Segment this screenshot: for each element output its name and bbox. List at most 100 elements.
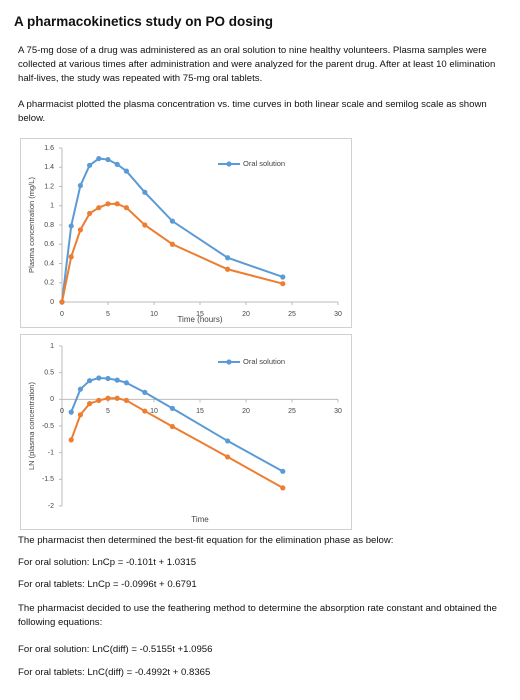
series-line — [61, 157, 284, 303]
y-tick-label: 1.2 — [44, 183, 54, 190]
paragraph: The pharmacist then determined the best-… — [18, 535, 394, 546]
series-line — [61, 202, 284, 303]
data-point — [225, 266, 231, 272]
data-point — [142, 389, 148, 395]
data-point — [105, 201, 111, 207]
data-point — [96, 397, 102, 403]
x-tick-label: 0 — [60, 311, 64, 318]
legend-label: Oral solution — [243, 159, 285, 168]
data-point — [280, 468, 286, 474]
y-tick-label: 1.4 — [44, 164, 54, 171]
x-tick-label: 10 — [150, 408, 158, 415]
title: A pharmacokinetics study on PO dosing — [14, 14, 274, 29]
data-point — [142, 222, 148, 228]
y-tick-label: 1.6 — [44, 145, 54, 152]
data-point — [123, 168, 129, 174]
paragraph: For oral solution: LnCp = -0.101t + 1.03… — [18, 557, 197, 568]
paragraph: A pharmacist plotted the plasma concentr… — [18, 99, 487, 124]
y-axis-label: LN (plasma concentration) — [27, 382, 36, 470]
paragraph: For oral tablets: LnC(diff) = -0.4992t +… — [18, 667, 211, 678]
x-tick-label: 5 — [106, 408, 110, 415]
y-tick-label: 0.4 — [44, 260, 54, 267]
paragraph: The pharmacist decided to use the feathe… — [18, 603, 497, 628]
data-point — [68, 223, 74, 229]
data-point — [280, 485, 286, 491]
data-point — [114, 395, 120, 401]
data-point — [96, 155, 102, 162]
data-point — [87, 378, 93, 384]
data-point — [77, 412, 83, 418]
chart-frame — [20, 138, 352, 328]
data-point — [280, 274, 286, 280]
x-tick-label: 0 — [60, 408, 64, 415]
y-tick-label: 0 — [50, 299, 54, 306]
data-point — [169, 241, 175, 247]
data-point — [123, 397, 129, 403]
paragraph: For oral tablets: LnCp = -0.0996t + 0.67… — [18, 579, 197, 590]
series-line — [70, 376, 284, 473]
data-point — [114, 377, 120, 383]
data-point — [280, 281, 286, 287]
chart-frame — [20, 334, 352, 530]
x-tick-label: 15 — [196, 408, 204, 415]
x-tick-label: 25 — [288, 311, 296, 318]
data-point — [114, 201, 120, 207]
data-point — [68, 409, 74, 415]
data-point — [96, 375, 102, 381]
data-point — [68, 437, 74, 443]
data-point — [169, 423, 175, 430]
y-tick-label: 0.6 — [44, 241, 54, 248]
legend-label: Oral solution — [243, 357, 285, 366]
x-tick-label: 10 — [150, 311, 158, 318]
y-tick-label: -1.5 — [42, 476, 54, 483]
data-point — [123, 380, 129, 386]
data-point — [142, 408, 148, 414]
paragraph: A 75-mg dose of a drug was administered … — [18, 45, 496, 84]
data-point — [77, 182, 83, 189]
x-axis-label: Time (hours) — [177, 315, 222, 324]
y-tick-label: 0.8 — [44, 222, 54, 229]
data-point — [105, 156, 111, 163]
x-tick-label: 30 — [334, 408, 342, 415]
y-tick-label: -0.5 — [42, 423, 54, 430]
x-tick-label: 20 — [242, 311, 250, 318]
data-point — [114, 161, 120, 167]
data-point — [225, 438, 231, 444]
x-tick-label: 20 — [242, 408, 250, 415]
data-point — [87, 401, 93, 407]
x-tick-label: 30 — [334, 311, 342, 318]
paragraph: For oral solution: LnC(diff) = -0.5155t … — [18, 644, 213, 655]
y-tick-label: 0 — [50, 396, 54, 403]
y-axis-label: Plasma concentration (mg/L) — [27, 177, 36, 273]
data-point — [87, 162, 93, 168]
data-point — [123, 205, 129, 211]
data-point — [77, 386, 83, 392]
data-point — [105, 375, 111, 382]
data-point — [169, 405, 175, 411]
data-point — [87, 210, 93, 217]
legend-marker — [226, 161, 232, 167]
y-tick-label: -2 — [48, 503, 54, 510]
data-point — [142, 189, 148, 195]
data-point — [96, 205, 102, 211]
y-tick-label: 1 — [50, 343, 54, 350]
data-point — [169, 218, 175, 224]
data-point — [225, 454, 231, 460]
data-point — [105, 395, 111, 401]
x-axis-label: Time — [191, 515, 209, 524]
data-point — [59, 299, 65, 305]
data-point — [225, 255, 231, 261]
chart: 0 0.2 0.4 0.6 0.8 1 1.2 1.4 1.6 0 5 10 15 20 25 30 Time … — [20, 138, 352, 328]
y-tick-label: 0.2 — [44, 280, 54, 287]
y-tick-label: -1 — [48, 450, 54, 457]
data-point — [68, 254, 74, 260]
data-point — [77, 227, 83, 233]
x-tick-label: 5 — [106, 311, 110, 318]
y-tick-label: 1 — [50, 203, 54, 210]
legend-marker — [226, 359, 232, 365]
y-tick-label: 0.5 — [44, 370, 54, 377]
x-tick-label: 15 — [196, 311, 204, 318]
chart: 1 0.5 0 -0.5 -1 -1.5 -2 0 5 10 15 20 25 30 Time LN (pla… — [20, 334, 352, 530]
x-tick-label: 25 — [288, 408, 296, 415]
